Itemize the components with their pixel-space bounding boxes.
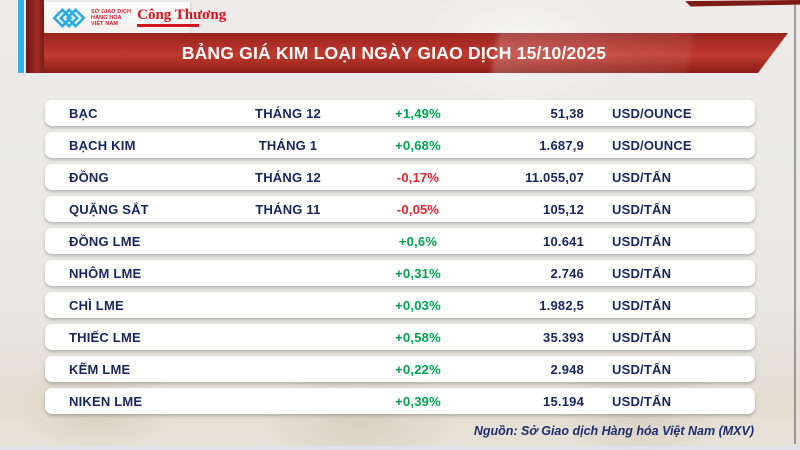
page-title: BẢNG GIÁ KIM LOẠI NGÀY GIAO DỊCH 15/10/2… [181,42,607,63]
table-row: THIẾC LME +0,58% 35.393 USD/TẤN [45,324,755,350]
table-row: NHÔM LME +0,31% 2.746 USD/TẤN [45,260,755,286]
price-value: 2.746 [550,265,584,281]
metal-name: BẠC [69,105,98,121]
mxv-logo: SỞ GIAO DỊCH HÀNG HÓA VIỆT NAM Công Thươ… [44,2,226,33]
metal-name: THIẾC LME [69,329,141,345]
price-value: 105,12 [543,201,584,217]
accent-bar-blue [18,0,24,73]
metal-name: ĐỒNG LME [69,233,141,249]
change-percent: -0,17% [396,169,440,185]
metal-name: NIKEN LME [69,393,143,409]
price-value: 51,38 [550,105,584,121]
cong-thuong-logo: Công Thương [137,8,226,27]
contract-month: THÁNG 1 [258,137,318,153]
table-row: BẠCH KIM THÁNG 1 +0,68% 1.687,9 USD/OUNC… [45,132,755,158]
price-table: BẠC THÁNG 12 +1,49% 51,38 USD/OUNCE BẠCH… [45,100,755,414]
change-percent: +0,58% [395,329,441,345]
mxv-name: SỞ GIAO DỊCH HÀNG HÓA VIỆT NAM [91,9,131,27]
mxv-diamond-icon [52,7,86,28]
change-percent: +0,68% [395,137,441,153]
table-row: NIKEN LME +0,39% 15.194 USD/TẤN [45,388,755,414]
contract-month: THÁNG 11 [255,201,321,217]
price-value: 11.055,07 [525,169,584,185]
change-percent: +0,6% [398,233,438,249]
source-note: Nguồn: Sở Giao dịch Hàng hóa Việt Nam (M… [473,424,754,438]
price-value: 15.194 [543,393,584,409]
cong-thuong-tagline-bar [137,24,200,27]
metal-name: QUẶNG SẮT [69,201,149,217]
change-percent: +0,22% [395,361,441,377]
metal-name: ĐỒNG [69,169,109,185]
change-percent: +0,31% [395,265,441,281]
page-edge-right [794,4,796,444]
table-row: BẠC THÁNG 12 +1,49% 51,38 USD/OUNCE [45,100,755,126]
top-corner-ribbon [685,0,800,7]
mxv-name-line2: HÀNG HÓA [91,14,122,21]
price-unit: USD/TẤN [612,297,672,313]
cong-thuong-wordmark: Công Thương [137,7,227,23]
price-value: 2.948 [550,361,584,377]
accent-bar-maroon [26,0,44,73]
page-edge-bottom [0,446,800,450]
price-unit: USD/TẤN [612,201,672,217]
price-unit: USD/TẤN [612,169,672,185]
table-row: KẼM LME +0,22% 2.948 USD/TẤN [45,356,755,382]
title-banner: BẢNG GIÁ KIM LOẠI NGÀY GIAO DỊCH 15/10/2… [44,33,788,73]
metal-name: BẠCH KIM [69,137,136,153]
price-unit: USD/TẤN [612,361,672,377]
price-unit: USD/TẤN [612,393,672,409]
table-row: CHÌ LME +0,03% 1.982,5 USD/TẤN [45,292,755,318]
price-value: 1.687,9 [539,137,584,153]
metal-name: CHÌ LME [69,297,124,313]
price-value: 1.982,5 [539,297,584,313]
price-value: 10.641 [543,233,584,249]
change-percent: -0,05% [396,201,440,217]
change-percent: +0,03% [395,297,441,313]
price-value: 35.393 [543,329,584,345]
table-row: ĐỒNG THÁNG 12 -0,17% 11.055,07 USD/TẤN [45,164,755,190]
price-unit: USD/TẤN [612,265,672,281]
price-unit: USD/TẤN [612,329,672,345]
contract-month: THÁNG 12 [255,105,321,121]
table-row: ĐỒNG LME +0,6% 10.641 USD/TẤN [45,228,755,254]
price-unit: USD/OUNCE [612,105,692,121]
metal-name: NHÔM LME [69,265,142,281]
contract-month: THÁNG 12 [255,169,321,185]
table-row: QUẶNG SẮT THÁNG 11 -0,05% 105,12 USD/TẤN [45,196,755,222]
mxv-name-line1: SỞ GIAO DỊCH [91,8,132,15]
metal-name: KẼM LME [69,361,131,377]
change-percent: +1,49% [395,105,441,121]
mxv-name-line3: VIỆT NAM [91,20,119,27]
change-percent: +0,39% [395,393,441,409]
price-unit: USD/OUNCE [612,137,692,153]
price-unit: USD/TẤN [612,233,672,249]
